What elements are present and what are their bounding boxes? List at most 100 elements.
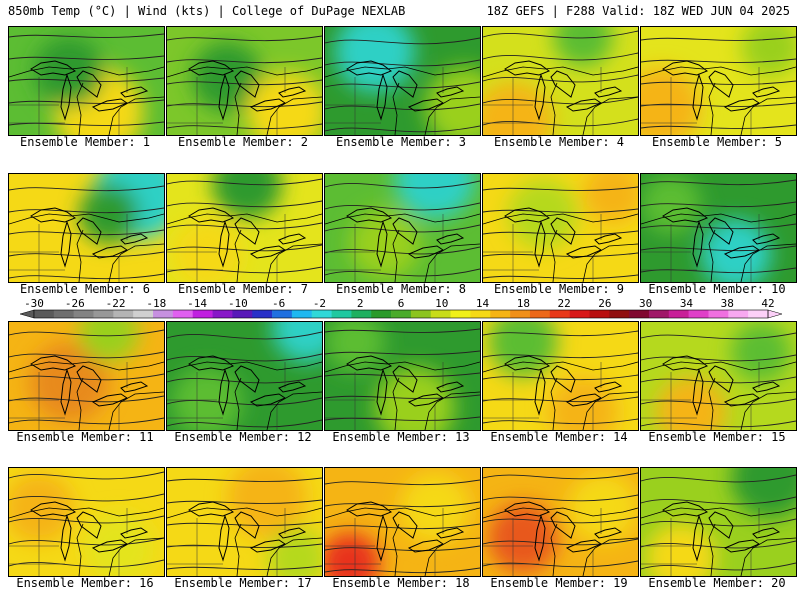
coastline — [108, 243, 164, 282]
great-lakes-outline — [550, 217, 576, 245]
great-lakes-outline — [550, 511, 576, 539]
ensemble-member-label: Ensemble Member: 18 — [332, 576, 470, 590]
height-contour — [9, 273, 164, 280]
temperature-anomaly — [79, 322, 139, 362]
colorbar-tick-label: 22 — [557, 297, 570, 310]
height-contour — [167, 266, 322, 274]
ensemble-map-panel — [482, 173, 639, 283]
height-contour — [483, 330, 638, 337]
height-contour — [325, 501, 480, 508]
great-lakes-outline — [120, 527, 149, 539]
coastline — [392, 523, 400, 576]
ensemble-map-panel — [324, 467, 481, 577]
colorbar-tick-label: 42 — [761, 297, 774, 310]
coastline — [76, 377, 84, 430]
height-contour — [483, 396, 638, 403]
ensemble-member-label: Ensemble Member: 3 — [335, 135, 467, 149]
colorbar-swatch — [529, 310, 551, 318]
coastline — [424, 537, 480, 576]
great-lakes-outline — [662, 60, 709, 76]
coastline — [392, 377, 400, 430]
temperature-anomaly — [548, 377, 618, 430]
ensemble-member-label: Ensemble Member: 17 — [174, 576, 312, 590]
great-lakes-outline — [565, 245, 603, 259]
coastline — [740, 243, 796, 282]
ensemble-member-label: Ensemble Member: 10 — [648, 282, 786, 296]
colorbar-tick-label: -26 — [65, 297, 85, 310]
height-contour — [641, 58, 796, 63]
height-contour — [325, 37, 480, 45]
colorbar-arrow-left — [19, 309, 35, 319]
great-lakes-outline — [91, 539, 129, 553]
great-lakes-outline — [662, 207, 709, 223]
ensemble-map-panel — [324, 321, 481, 431]
great-lakes-outline — [218, 220, 230, 268]
great-lakes-outline — [376, 368, 388, 416]
colorbar-swatch — [371, 310, 392, 318]
coastline — [424, 243, 480, 282]
height-contour — [641, 179, 796, 186]
great-lakes-outline — [376, 73, 388, 121]
great-lakes-outline — [76, 70, 102, 98]
ensemble-map-panel — [324, 173, 481, 283]
great-lakes-outline — [723, 393, 761, 407]
great-lakes-outline — [723, 539, 761, 553]
temperature-anomaly — [325, 322, 385, 372]
state-border — [325, 362, 444, 430]
height-contour — [167, 331, 322, 340]
height-contour — [641, 201, 796, 208]
colorbar-tick-label: -6 — [272, 297, 285, 310]
temperature-anomaly — [335, 27, 415, 92]
great-lakes-outline — [60, 368, 72, 416]
colorbar-swatch — [192, 310, 213, 318]
colorbar-swatch — [450, 310, 471, 318]
state-border — [483, 214, 602, 282]
height-contour — [641, 80, 796, 85]
height-contour — [641, 474, 796, 483]
ensemble-map-panel — [8, 26, 165, 136]
great-lakes-outline — [504, 355, 551, 371]
coastline — [266, 243, 322, 282]
ensemble-member-label: Ensemble Member: 2 — [177, 135, 309, 149]
colorbar-swatch — [490, 310, 511, 318]
temperature-anomaly — [79, 184, 139, 244]
height-contour — [325, 416, 480, 421]
coastline — [266, 391, 322, 430]
temperature-anomaly — [731, 322, 791, 382]
ensemble-member-label: Ensemble Member: 12 — [174, 430, 312, 444]
colorbar-tick-label: 10 — [435, 297, 448, 310]
great-lakes-outline — [76, 217, 102, 245]
header-title-right: 18Z GEFS | F288 Valid: 18Z WED JUN 04 20… — [486, 4, 790, 18]
great-lakes-outline — [504, 501, 551, 517]
height-contour — [483, 74, 638, 83]
coastline — [76, 82, 84, 135]
great-lakes-outline — [594, 86, 623, 98]
ensemble-map-panel — [482, 467, 639, 577]
state-border — [641, 362, 760, 430]
ensemble-member-label: Ensemble Member: 13 — [332, 430, 470, 444]
height-contour — [641, 124, 796, 129]
great-lakes-outline — [692, 220, 704, 268]
height-contour — [167, 375, 322, 384]
height-contour — [641, 332, 796, 340]
height-contour — [9, 77, 164, 82]
colorbar-swatch — [470, 310, 491, 318]
height-contour — [483, 274, 638, 279]
height-contour — [325, 103, 480, 111]
colorbar-swatch — [212, 310, 233, 318]
great-lakes-outline — [60, 220, 72, 268]
state-border — [483, 508, 602, 576]
great-lakes-outline — [392, 70, 418, 98]
coastline — [582, 537, 638, 576]
height-contour — [483, 96, 638, 105]
height-contour — [9, 207, 164, 214]
height-contour — [483, 494, 638, 502]
temperature-anomaly — [267, 528, 322, 576]
coastline — [708, 82, 716, 135]
height-contour — [9, 537, 164, 546]
great-lakes-outline — [594, 381, 623, 393]
great-lakes-outline — [392, 217, 418, 245]
height-contour — [325, 328, 480, 333]
height-contour — [167, 565, 322, 570]
state-border — [9, 67, 128, 135]
